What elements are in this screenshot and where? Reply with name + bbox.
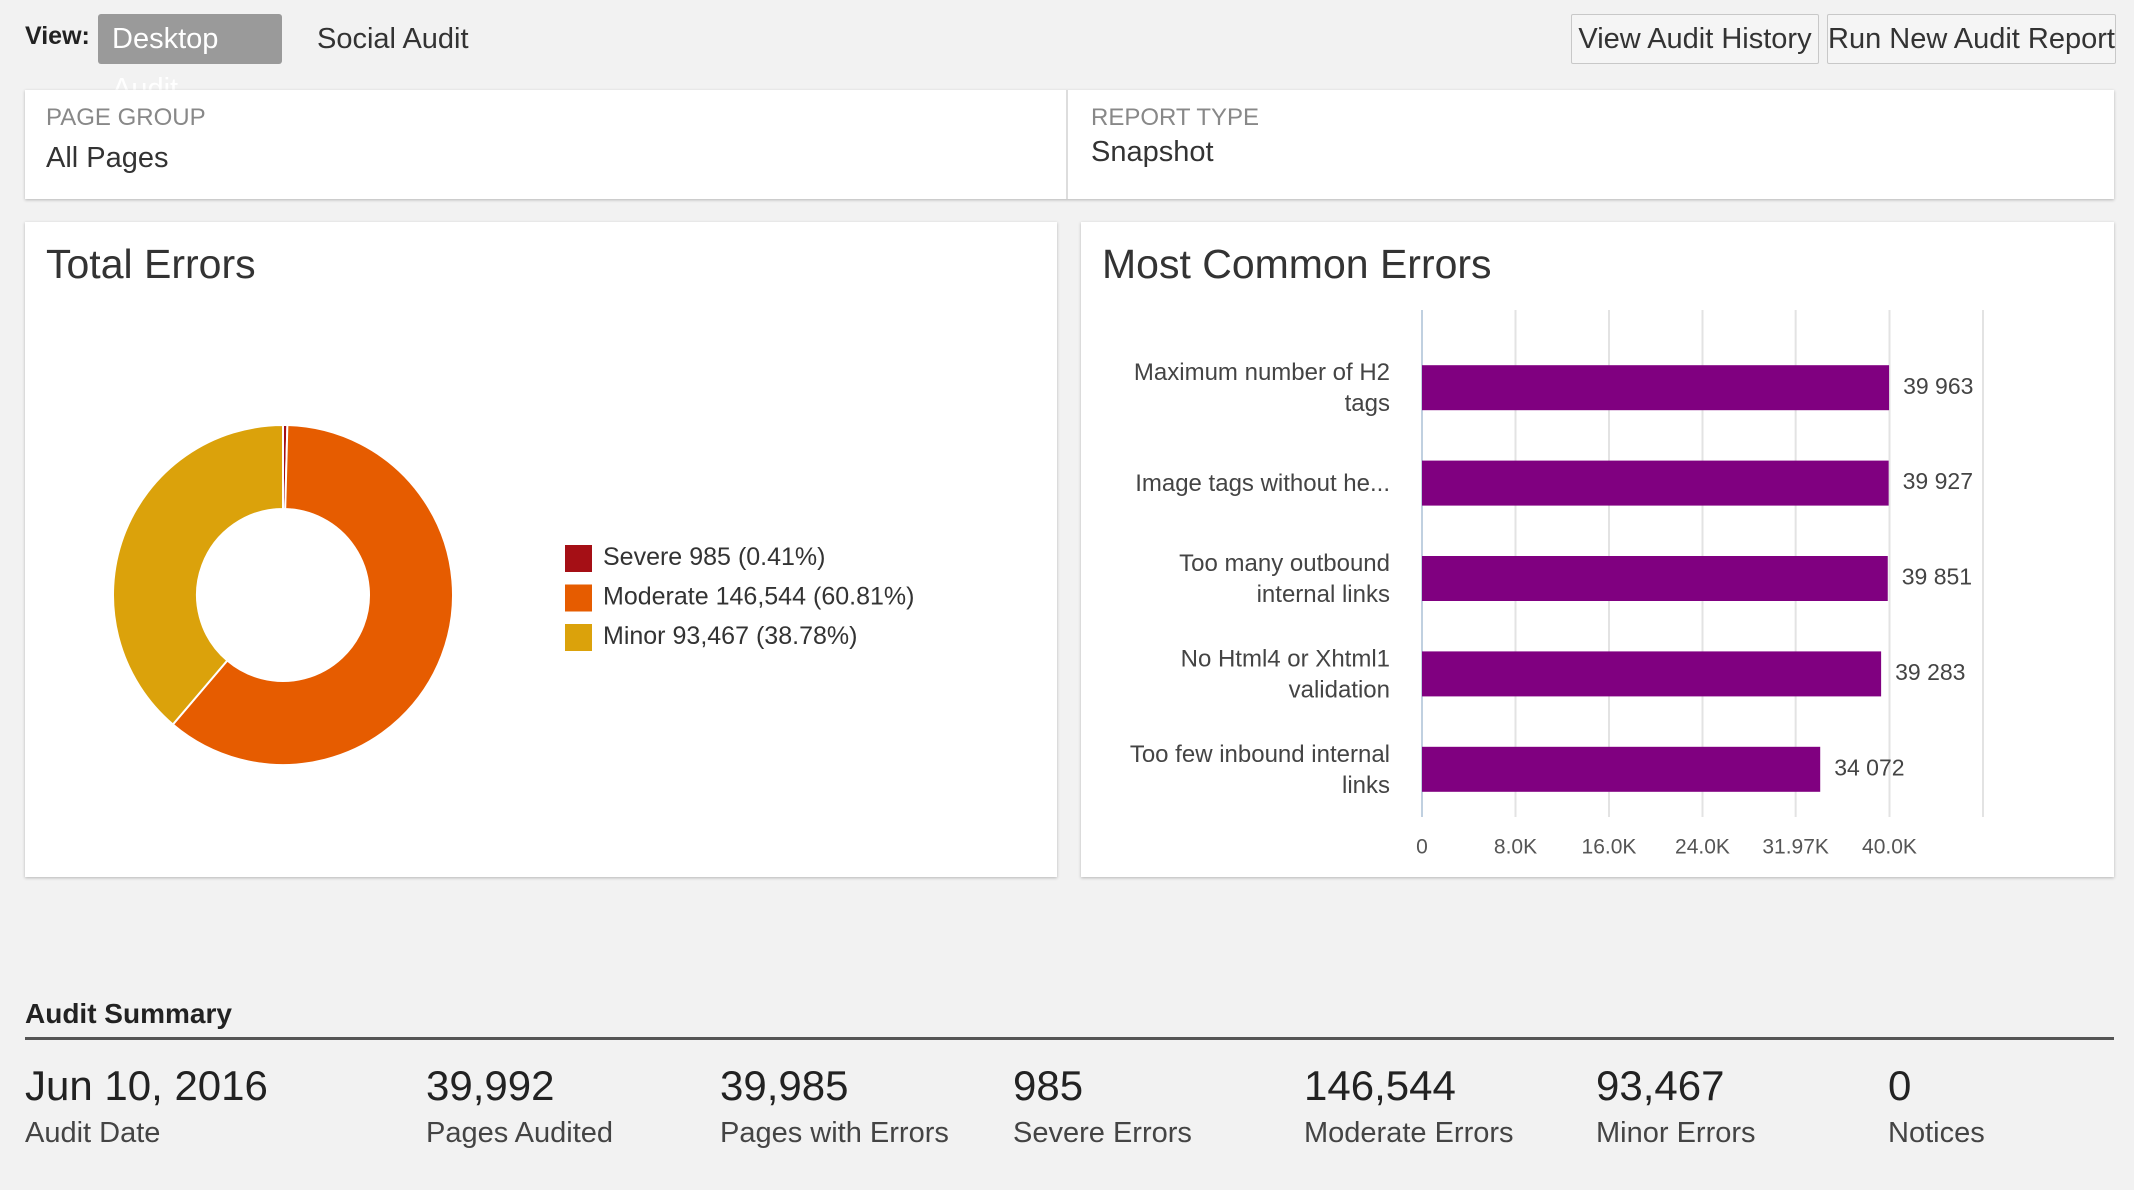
- filter-label: REPORT TYPE: [1091, 104, 1260, 131]
- legend-percent-labels: (0.41%): [738, 543, 826, 571]
- filter-value[interactable]: All Pages: [46, 142, 169, 174]
- legend-categories: Moderate: [603, 582, 709, 610]
- summary-value: 39,985: [720, 1062, 849, 1109]
- legend-percent-labels: (60.81%): [813, 582, 914, 610]
- bar: [1422, 556, 1888, 601]
- summary-value: 0: [1888, 1062, 1912, 1109]
- bar-chart: Most Common Errors 0 8.0K 16.0K 24.0K 31.97K…: [1102, 241, 1984, 859]
- y-tick-label: Image tags without he...: [1135, 470, 1390, 497]
- button[interactable]: Run New Audit Report: [1827, 14, 2116, 64]
- y-tick-label: No Html4 or Xhtml1 validation: [1181, 645, 1390, 703]
- bar: [1422, 365, 1890, 411]
- y-tick-label: Too few inbound internal links: [1130, 741, 1390, 799]
- value-label: 34 072: [1834, 754, 1904, 780]
- value-label: 39 283: [1895, 659, 1965, 685]
- bar: [1422, 651, 1882, 697]
- legend-swatch: [565, 545, 592, 572]
- value-label: 39 851: [1902, 564, 1972, 590]
- filter-value[interactable]: Snapshot: [1091, 136, 1214, 168]
- y-tick-label: Maximum number of H2 tags: [1134, 359, 1390, 417]
- summary-rule: [25, 1037, 2114, 1040]
- summary-title: Audit Summary: [25, 998, 232, 1029]
- tab[interactable]: Desktop Audit: [98, 14, 282, 105]
- summary-value: 985: [1013, 1062, 1084, 1109]
- chart-title: Most Common Errors: [1102, 241, 1492, 287]
- chart-card: Total Errors Severe 985 (0.41%) Moderate 146…: [25, 222, 1057, 877]
- legend-entry: Severe 985 (0.41%): [603, 543, 825, 571]
- summary-label: Pages Audited: [426, 1117, 614, 1149]
- bar: [1422, 746, 1821, 792]
- chart-card: Most Common Errors 0 8.0K 16.0K 24.0K 31.97K…: [1081, 222, 2114, 877]
- summary-label: Severe Errors: [1013, 1117, 1192, 1149]
- legend-value-labels: 93,467: [673, 622, 749, 650]
- x-tick-label: 40.0K: [1862, 836, 1917, 859]
- legend-entry: Minor 93,467 (38.78%): [603, 622, 857, 650]
- y-tick-label: Too many outbound internal links: [1179, 550, 1390, 608]
- x-tick-label: 24.0K: [1675, 836, 1730, 859]
- value-label: 39 963: [1903, 373, 1973, 399]
- x-tick-label: 31.97K: [1762, 836, 1829, 859]
- legend-percent-labels: (38.78%): [756, 622, 857, 650]
- view-label: View:: [25, 22, 90, 50]
- x-tick-label: 8.0K: [1494, 836, 1537, 859]
- summary-value: 39,992: [426, 1062, 555, 1109]
- legend-categories: Minor: [603, 622, 666, 650]
- summary-value: Jun 10, 2016: [25, 1062, 268, 1109]
- filter-card: PAGE GROUP All Pages REPORT TYPE Snapsho…: [25, 90, 2114, 199]
- summary-label: Moderate Errors: [1304, 1117, 1514, 1149]
- legend-value-labels: 146,544: [716, 582, 806, 610]
- pie-slice: [112, 423, 284, 726]
- summary-label: Pages with Errors: [720, 1117, 949, 1149]
- summary-value: 146,544: [1304, 1062, 1456, 1109]
- legend-value-labels: 985: [689, 543, 731, 571]
- button[interactable]: View Audit History: [1571, 14, 1819, 64]
- x-tick-label: 16.0K: [1582, 836, 1637, 859]
- summary-value: 93,467: [1596, 1062, 1725, 1109]
- legend-entry: Moderate 146,544 (60.81%): [603, 582, 914, 610]
- legend-swatch: [565, 584, 592, 612]
- divider: [1066, 90, 1068, 199]
- summary-label: Minor Errors: [1596, 1117, 1756, 1149]
- summary-label: Notices: [1888, 1117, 1985, 1149]
- pie-chart: Total Errors Severe 985 (0.41%) Moderate 146…: [46, 241, 914, 766]
- bar: [1422, 460, 1889, 506]
- legend-swatch: [565, 624, 592, 651]
- summary-label: Audit Date: [25, 1117, 161, 1149]
- filter-label: PAGE GROUP: [46, 104, 206, 131]
- x-tick-label: 0: [1416, 836, 1428, 859]
- chart-title: Total Errors: [46, 241, 256, 287]
- value-label: 39 927: [1903, 468, 1973, 494]
- tab[interactable]: Social Audit: [317, 23, 469, 55]
- pie-slice: [171, 424, 454, 766]
- legend-categories: Severe: [603, 543, 682, 571]
